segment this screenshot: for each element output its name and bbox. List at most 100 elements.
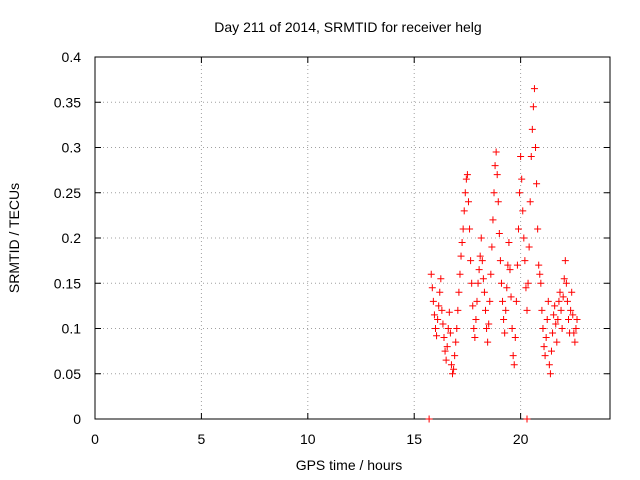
data-point [440, 334, 448, 342]
data-point [497, 279, 505, 287]
data-point [523, 415, 531, 423]
data-point [445, 308, 453, 316]
data-point [485, 320, 493, 328]
data-point [572, 325, 580, 332]
data-point [493, 171, 501, 179]
data-point [496, 257, 504, 265]
data-point [464, 198, 472, 206]
data-point [557, 306, 565, 314]
y-tick-label: 0.4 [62, 49, 82, 65]
data-point [438, 306, 446, 314]
data-point [488, 243, 496, 251]
data-point [539, 325, 547, 332]
data-point [466, 225, 474, 233]
data-point [484, 338, 492, 346]
data-point [455, 288, 463, 296]
data-point [491, 162, 499, 170]
data-point [546, 370, 554, 378]
data-point [544, 297, 552, 305]
data-point [532, 144, 540, 151]
data-point [565, 315, 573, 323]
data-point [444, 325, 452, 332]
data-point [460, 207, 468, 215]
data-point [500, 315, 508, 323]
data-point [555, 297, 563, 305]
data-point [530, 85, 538, 93]
data-point [472, 315, 480, 323]
data-point [533, 180, 541, 188]
data-point [550, 311, 558, 319]
data-point [476, 252, 484, 260]
data-point [447, 361, 455, 369]
data-point [521, 257, 529, 265]
data-point [439, 320, 447, 328]
data-point [456, 270, 464, 278]
data-point [522, 284, 530, 292]
data-point [475, 266, 483, 274]
data-point [441, 347, 449, 355]
data-point [433, 332, 441, 340]
data-point [570, 329, 578, 337]
data-point [526, 198, 534, 206]
chart-title: Day 211 of 2014, SRMTID for receiver hel… [214, 19, 481, 35]
data-point [512, 297, 520, 305]
data-point [527, 153, 535, 161]
y-tick-label: 0.2 [62, 230, 82, 246]
x-tick-label: 20 [513, 431, 529, 447]
data-point [503, 284, 511, 292]
x-tick-label: 5 [198, 431, 206, 447]
data-point [509, 352, 517, 360]
data-point [450, 365, 458, 373]
data-point [470, 325, 478, 332]
data-point [540, 343, 548, 351]
data-point [569, 311, 577, 319]
data-point [436, 288, 444, 296]
data-point [489, 216, 497, 224]
data-point [513, 261, 521, 269]
data-point [495, 229, 503, 237]
data-point [468, 279, 476, 287]
data-point [528, 125, 536, 133]
axis-ticks [94, 56, 610, 420]
data-point [547, 347, 555, 355]
data-point [545, 361, 553, 369]
data-point [568, 288, 576, 296]
data-point [474, 279, 482, 287]
data-point [490, 189, 498, 197]
y-tick-label: 0.35 [54, 94, 81, 110]
data-point [561, 257, 569, 265]
data-point [482, 306, 490, 314]
data-point [563, 297, 571, 305]
data-point [457, 252, 465, 260]
data-point [443, 343, 451, 351]
data-point [431, 325, 439, 332]
x-tick-label: 0 [91, 431, 99, 447]
plot-frame [94, 56, 611, 420]
data-point [435, 302, 443, 310]
y-tick-label: 0.05 [54, 366, 81, 382]
data-point [427, 270, 435, 278]
data-point [508, 325, 516, 332]
data-point [459, 225, 467, 233]
data-point [554, 315, 562, 323]
data-point [537, 279, 545, 287]
data-point [506, 266, 514, 274]
x-tick-label: 10 [300, 431, 316, 447]
data-point [529, 103, 537, 111]
data-point [553, 338, 561, 346]
grid-lines [95, 57, 610, 419]
y-axis-label: SRMTID / TECUs [6, 183, 22, 293]
data-point [551, 302, 559, 310]
x-axis-tick-labels: 0 5 10 15 20 [91, 431, 529, 447]
data-point [560, 275, 568, 283]
data-point [524, 279, 532, 287]
y-tick-label: 0.25 [54, 185, 81, 201]
y-tick-label: 0.1 [62, 321, 82, 337]
data-point [446, 329, 454, 337]
data-point [442, 356, 450, 364]
data-point [525, 243, 533, 251]
data-point [463, 171, 471, 179]
data-point [477, 234, 485, 242]
data-point [492, 148, 500, 156]
data-point [549, 329, 557, 337]
